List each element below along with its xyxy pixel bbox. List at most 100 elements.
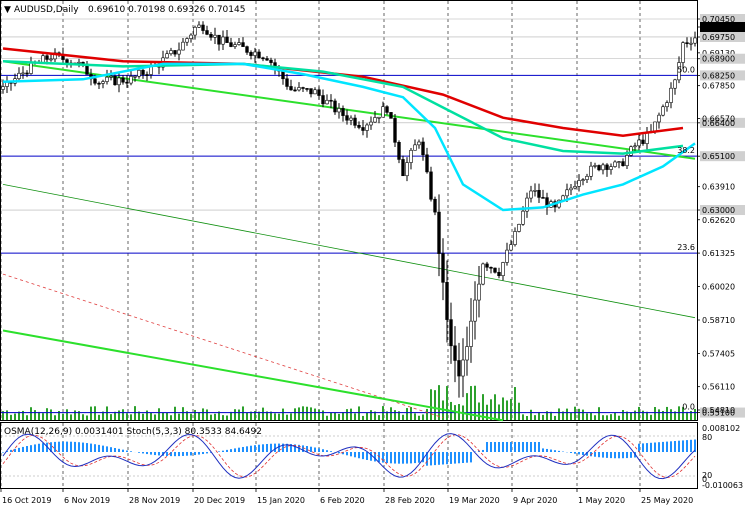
osma-bar (42, 443, 44, 452)
volume-bar (202, 408, 204, 420)
bull-candle (509, 244, 513, 251)
bear-candle (605, 164, 609, 170)
osma-bar (502, 442, 504, 452)
volume-bar (654, 407, 656, 420)
price-tick-label: 0.68900 (702, 55, 735, 64)
volume-bar (170, 415, 172, 420)
bull-candle (373, 117, 377, 123)
osma-bar (498, 442, 500, 452)
volume-bar (118, 410, 120, 420)
bull-candle (181, 41, 185, 51)
osma-bar (662, 441, 664, 452)
osma-bar (538, 442, 540, 452)
price-tick-label: 0.69130 (702, 49, 735, 58)
bull-candle (133, 75, 137, 78)
osma-bar (98, 444, 100, 452)
volume-bar (86, 415, 88, 420)
volume-bar (418, 415, 420, 420)
volume-bar (162, 412, 164, 420)
volume-bar (142, 413, 144, 420)
bear-candle (341, 108, 345, 116)
volume-bar (198, 411, 200, 420)
indicator-panel-frame (0, 422, 698, 489)
volume-bar (514, 387, 516, 420)
osma-bar (102, 445, 104, 452)
volume-bar (326, 415, 328, 420)
dropdown-arrow-icon[interactable]: ▼ (4, 5, 11, 15)
volume-bar (346, 409, 348, 420)
osma-bar (374, 452, 376, 462)
volume-bar (570, 412, 572, 420)
osma-bar (174, 452, 176, 457)
volume-bar (542, 414, 544, 420)
osma-bar (646, 443, 648, 452)
volume-bars (2, 385, 696, 420)
osma-bar (526, 442, 528, 452)
osma-bar (602, 452, 604, 458)
osma-bar (394, 452, 396, 464)
volume-bar (666, 406, 668, 420)
upper-trendline (2, 60, 696, 160)
bear-candle (93, 78, 97, 84)
volume-bar (642, 410, 644, 420)
osma-bar (86, 443, 88, 452)
bull-candle (673, 79, 677, 89)
price-level-tag (700, 70, 745, 81)
bear-candle (97, 82, 101, 85)
volume-bar (530, 409, 532, 420)
bull-candle (413, 144, 417, 151)
indicator-panel[interactable]: OSMA(12,26,9) 0.0031401 Stoch(5,3,3) 80.… (0, 422, 698, 489)
bull-candle (221, 36, 225, 45)
price-panel[interactable]: 50.0 38.2 23.6 0.0 ▼ AUDUSD,Daily 0.69610 0… (0, 0, 698, 422)
bull-candle (237, 42, 241, 45)
bull-candle (589, 165, 593, 177)
volume-bar (686, 411, 688, 420)
osma-bar (262, 444, 264, 452)
osma-bar (290, 444, 292, 452)
osma-bar (594, 452, 596, 457)
volume-bar (414, 413, 416, 420)
osma-bar (2, 452, 4, 453)
volume-bar (70, 414, 72, 420)
volume-bar (306, 406, 308, 420)
bear-candle (537, 190, 541, 198)
bear-candle (457, 360, 461, 377)
fib-level-label: 38.2 (677, 146, 695, 155)
volume-bar (66, 409, 68, 420)
volume-bar (410, 407, 412, 420)
bear-candle (345, 115, 349, 121)
indicator-axis-label: 0 (702, 475, 707, 484)
volume-bar (274, 413, 276, 420)
osma-bar (294, 444, 296, 452)
date-tick-label: 25 May 2020 (641, 496, 693, 505)
volume-bar (210, 414, 212, 420)
volume-bar (682, 407, 684, 420)
volume-bar (122, 409, 124, 420)
osma-bar (578, 452, 580, 455)
bear-candle (401, 159, 405, 177)
volume-bar (114, 411, 116, 420)
bear-candle (25, 72, 29, 75)
volume-bar (650, 414, 652, 420)
date-axis[interactable]: 16 Oct 2019 6 Nov 2019 28 Nov 2019 20 Dec 2… (0, 489, 693, 505)
volume-bar (138, 411, 140, 420)
volume-bar (386, 411, 388, 420)
osma-bar (462, 452, 464, 463)
bull-candle (637, 139, 641, 147)
volume-bar (246, 412, 248, 420)
volume-bar (90, 406, 92, 420)
ema50-line (2, 62, 696, 212)
bull-candle (689, 42, 693, 45)
bull-candle (633, 145, 637, 148)
osma-bar (322, 449, 324, 452)
osma-bar (122, 449, 124, 452)
bull-candle (581, 179, 585, 181)
bear-candle (429, 171, 433, 200)
bear-candle (597, 165, 601, 171)
osma-bar (106, 446, 108, 452)
volume-bar (282, 408, 284, 420)
volume-bar (302, 406, 304, 420)
bear-candle (441, 253, 445, 283)
